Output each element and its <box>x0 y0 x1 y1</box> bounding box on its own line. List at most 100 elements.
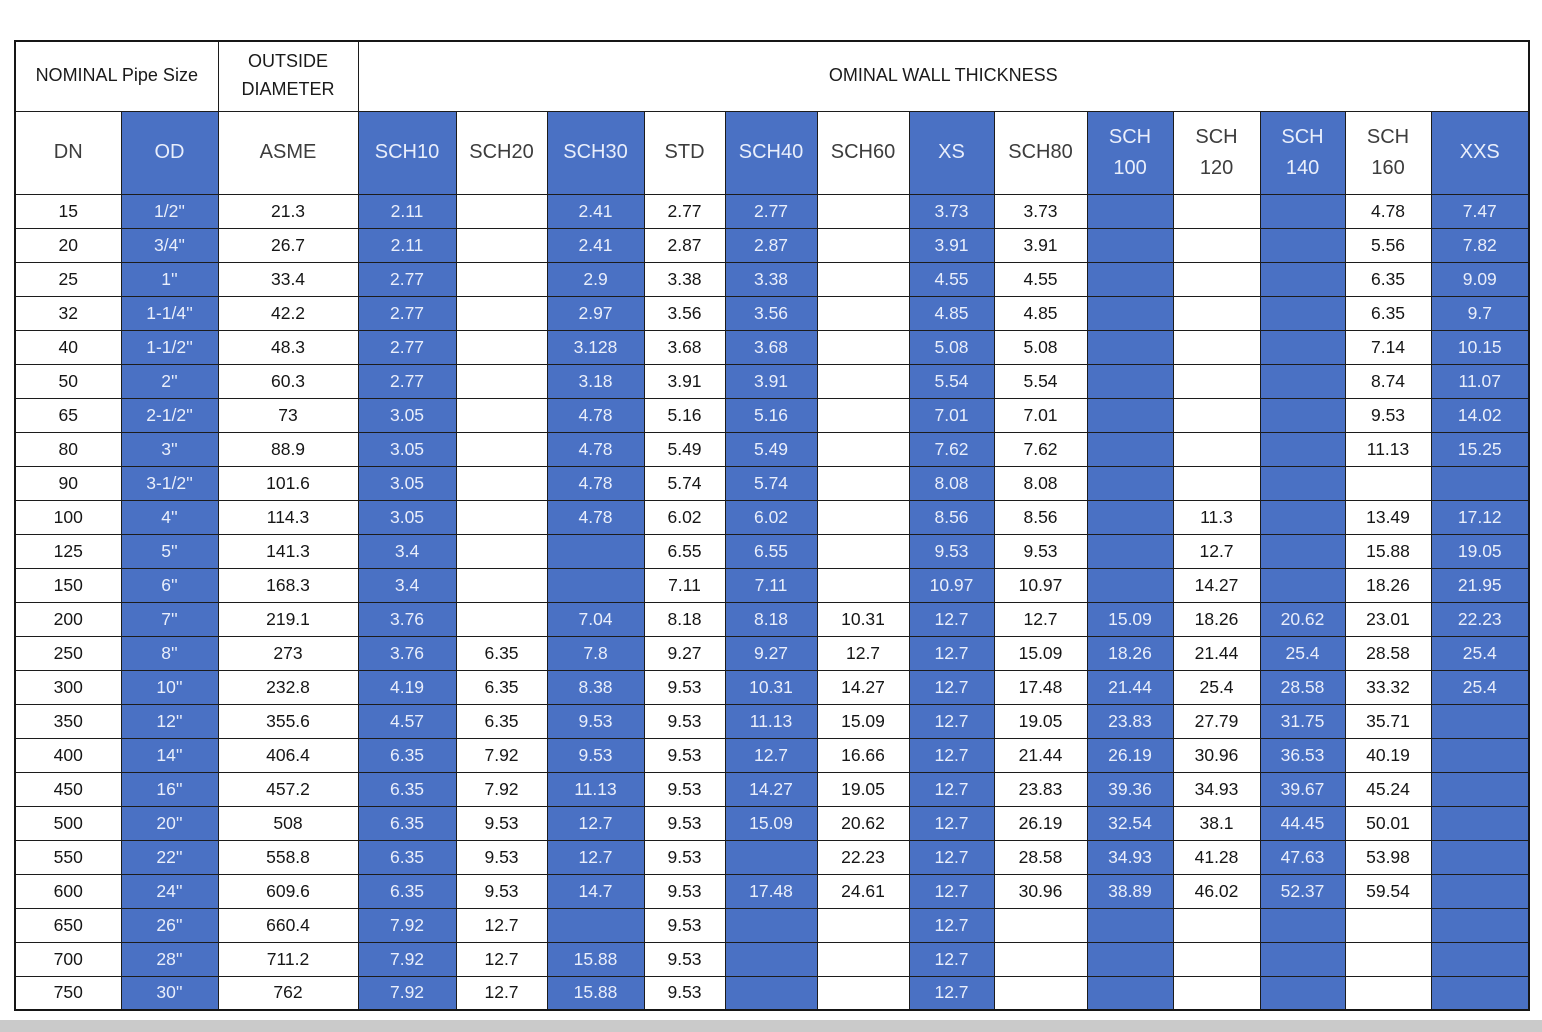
cell-sch60 <box>816 193 910 229</box>
cell-xxs: 9.09 <box>1430 261 1530 297</box>
cell-xs: 8.56 <box>908 499 995 535</box>
cell-sch30: 3.128 <box>546 329 645 365</box>
cell-sch20 <box>455 397 548 433</box>
cell-sch100 <box>1086 193 1174 229</box>
cell-od: 20'' <box>120 805 219 841</box>
cell-sch140: 39.67 <box>1259 771 1346 807</box>
cell-dn: 300 <box>14 669 122 705</box>
cell-std: 9.53 <box>643 975 726 1011</box>
cell-sch40: 3.56 <box>724 295 818 331</box>
cell-dn: 32 <box>14 295 122 331</box>
table-row: 550 22'' 558.8 6.35 9.53 12.7 9.53 22.23 12.7 28.… <box>14 839 1530 875</box>
cell-sch40: 3.91 <box>724 363 818 399</box>
cell-od: 2'' <box>120 363 219 399</box>
table-row: 250 8'' 273 3.76 6.35 7.8 9.27 9.27 12.7 12.7 15.0… <box>14 635 1530 671</box>
cell-dn: 65 <box>14 397 122 433</box>
cell-xs: 8.08 <box>908 465 995 501</box>
cell-sch60: 16.66 <box>816 737 910 773</box>
cell-std: 9.53 <box>643 941 726 977</box>
cell-sch100: 18.26 <box>1086 635 1174 671</box>
table-row: 600 24'' 609.6 6.35 9.53 14.7 9.53 17.48 24.61 12… <box>14 873 1530 909</box>
cell-sch120: 14.27 <box>1172 567 1261 603</box>
table-row: 450 16'' 457.2 6.35 7.92 11.13 9.53 14.27 19.05 1… <box>14 771 1530 807</box>
cell-sch60: 14.27 <box>816 669 910 705</box>
cell-od: 4'' <box>120 499 219 535</box>
cell-sch20: 6.35 <box>455 635 548 671</box>
cell-xs: 12.7 <box>908 805 995 841</box>
cell-sch160: 35.71 <box>1344 703 1432 739</box>
cell-xs: 12.7 <box>908 669 995 705</box>
cell-sch80: 19.05 <box>993 703 1088 739</box>
pipe-schedule-table: NOMINAL Pipe Size OUTSIDE DIAMETER OMINA… <box>14 40 1531 1011</box>
cell-sch160: 15.88 <box>1344 533 1432 569</box>
cell-sch120: 18.26 <box>1172 601 1261 637</box>
cell-sch30: 15.88 <box>546 975 645 1011</box>
cell-sch160: 4.78 <box>1344 193 1432 229</box>
cell-sch100 <box>1086 261 1174 297</box>
cell-sch30: 4.78 <box>546 465 645 501</box>
cell-od: 2-1/2'' <box>120 397 219 433</box>
cell-sch20 <box>455 431 548 467</box>
cell-asme: 232.8 <box>217 669 359 705</box>
cell-sch80 <box>993 941 1088 977</box>
cell-std: 3.91 <box>643 363 726 399</box>
cell-xxs: 15.25 <box>1430 431 1530 467</box>
cell-sch20: 12.7 <box>455 975 548 1011</box>
cell-sch30: 4.78 <box>546 499 645 535</box>
cell-sch10: 6.35 <box>357 737 457 773</box>
cell-sch40: 10.31 <box>724 669 818 705</box>
cell-sch10: 3.4 <box>357 533 457 569</box>
cell-std: 2.87 <box>643 227 726 263</box>
cell-sch80: 4.55 <box>993 261 1088 297</box>
column-header-sch20: SCH20 <box>455 110 548 195</box>
title-cell-wall-thickness: OMINAL WALL THICKNESS <box>357 40 1530 112</box>
table-row: 50 2'' 60.3 2.77 3.18 3.91 3.91 5.54 5.54 8.74 11.… <box>14 363 1530 399</box>
table-row: 100 4'' 114.3 3.05 4.78 6.02 6.02 8.56 8.56 11.3 1… <box>14 499 1530 535</box>
cell-sch40: 7.11 <box>724 567 818 603</box>
cell-sch10: 3.4 <box>357 567 457 603</box>
cell-xs: 9.53 <box>908 533 995 569</box>
cell-std: 6.55 <box>643 533 726 569</box>
cell-sch120: 30.96 <box>1172 737 1261 773</box>
cell-sch10: 3.05 <box>357 431 457 467</box>
cell-sch80 <box>993 907 1088 943</box>
table-row: 200 7'' 219.1 3.76 7.04 8.18 8.18 10.31 12.7 12.7… <box>14 601 1530 637</box>
cell-dn: 700 <box>14 941 122 977</box>
pipe-schedule-table-wrap: NOMINAL Pipe Size OUTSIDE DIAMETER OMINA… <box>14 40 1531 1011</box>
cell-od: 6'' <box>120 567 219 603</box>
cell-xs: 12.7 <box>908 907 995 943</box>
column-header-row: DN OD ASME SCH10 SCH20 SCH30 STD SCH40 SCH60 XS SC… <box>14 110 1530 195</box>
table-row: 32 1-1/4'' 42.2 2.77 2.97 3.56 3.56 4.85 4.85 6.3… <box>14 295 1530 331</box>
cell-sch120 <box>1172 465 1261 501</box>
cell-xxs <box>1430 465 1530 501</box>
cell-asme: 26.7 <box>217 227 359 263</box>
cell-od: 7'' <box>120 601 219 637</box>
cell-sch20 <box>455 295 548 331</box>
table-row: 25 1'' 33.4 2.77 2.9 3.38 3.38 4.55 4.55 6.35 9.09 <box>14 261 1530 297</box>
cell-sch20 <box>455 329 548 365</box>
cell-sch40: 3.38 <box>724 261 818 297</box>
cell-sch100: 21.44 <box>1086 669 1174 705</box>
cell-sch30 <box>546 907 645 943</box>
cell-asme: 558.8 <box>217 839 359 875</box>
cell-xxs <box>1430 975 1530 1011</box>
cell-sch140 <box>1259 941 1346 977</box>
cell-sch40: 8.18 <box>724 601 818 637</box>
cell-sch140 <box>1259 227 1346 263</box>
cell-sch120 <box>1172 431 1261 467</box>
cell-sch120: 25.4 <box>1172 669 1261 705</box>
cell-sch120: 38.1 <box>1172 805 1261 841</box>
cell-xs: 12.7 <box>908 771 995 807</box>
cell-xxs <box>1430 907 1530 943</box>
cell-sch10: 6.35 <box>357 839 457 875</box>
cell-sch160: 53.98 <box>1344 839 1432 875</box>
cell-asme: 168.3 <box>217 567 359 603</box>
cell-xs: 12.7 <box>908 601 995 637</box>
cell-sch120 <box>1172 363 1261 399</box>
cell-sch30: 11.13 <box>546 771 645 807</box>
cell-sch40 <box>724 941 818 977</box>
cell-asme: 355.6 <box>217 703 359 739</box>
cell-xxs: 10.15 <box>1430 329 1530 365</box>
cell-sch120: 12.7 <box>1172 533 1261 569</box>
cell-sch160 <box>1344 941 1432 977</box>
